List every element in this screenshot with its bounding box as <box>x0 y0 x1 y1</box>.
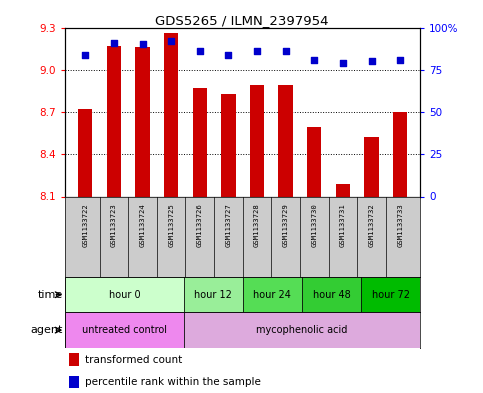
Text: GSM1133722: GSM1133722 <box>82 203 88 247</box>
Point <box>368 58 375 64</box>
Bar <box>65 277 184 312</box>
Text: GSM1133729: GSM1133729 <box>283 203 289 247</box>
Point <box>253 48 261 54</box>
Bar <box>302 277 361 312</box>
Point <box>196 48 204 54</box>
Text: hour 12: hour 12 <box>194 290 232 300</box>
Text: GSM1133728: GSM1133728 <box>254 203 260 247</box>
Point <box>311 57 318 63</box>
Point <box>81 51 89 58</box>
Text: time: time <box>38 290 63 300</box>
Bar <box>193 88 207 196</box>
Text: GSM1133723: GSM1133723 <box>111 203 117 247</box>
Text: transformed count: transformed count <box>85 354 182 365</box>
Text: GSM1133733: GSM1133733 <box>397 203 403 247</box>
Bar <box>250 85 264 196</box>
Bar <box>336 184 350 196</box>
Bar <box>364 138 379 196</box>
Bar <box>184 277 242 312</box>
Bar <box>221 94 236 196</box>
Bar <box>184 312 420 348</box>
Point <box>225 51 232 58</box>
Bar <box>361 277 420 312</box>
Bar <box>242 277 302 312</box>
Text: hour 48: hour 48 <box>313 290 350 300</box>
Point <box>139 41 146 48</box>
Text: GSM1133725: GSM1133725 <box>168 203 174 247</box>
Bar <box>65 312 184 348</box>
Text: GSM1133727: GSM1133727 <box>226 203 231 247</box>
Text: hour 24: hour 24 <box>254 290 291 300</box>
Text: GSM1133730: GSM1133730 <box>311 203 317 247</box>
Text: mycophenolic acid: mycophenolic acid <box>256 325 348 335</box>
Point <box>167 38 175 44</box>
Bar <box>279 85 293 196</box>
Bar <box>69 353 79 366</box>
Bar <box>393 112 407 196</box>
Text: percentile rank within the sample: percentile rank within the sample <box>85 377 261 387</box>
Text: GSM1133731: GSM1133731 <box>340 203 346 247</box>
Text: hour 0: hour 0 <box>109 290 140 300</box>
Text: GDS5265 / ILMN_2397954: GDS5265 / ILMN_2397954 <box>155 14 328 27</box>
Point <box>110 40 118 46</box>
Point <box>397 57 404 63</box>
Bar <box>69 376 79 388</box>
Text: hour 72: hour 72 <box>371 290 410 300</box>
Point <box>282 48 289 54</box>
Bar <box>107 46 121 196</box>
Text: untreated control: untreated control <box>82 325 167 335</box>
Text: agent: agent <box>30 325 63 335</box>
Text: GSM1133726: GSM1133726 <box>197 203 203 247</box>
Bar <box>307 127 322 196</box>
Point <box>339 60 347 66</box>
Bar <box>135 47 150 196</box>
Text: GSM1133732: GSM1133732 <box>369 203 374 247</box>
Bar <box>78 109 92 196</box>
Bar <box>164 33 178 196</box>
Text: GSM1133724: GSM1133724 <box>140 203 145 247</box>
